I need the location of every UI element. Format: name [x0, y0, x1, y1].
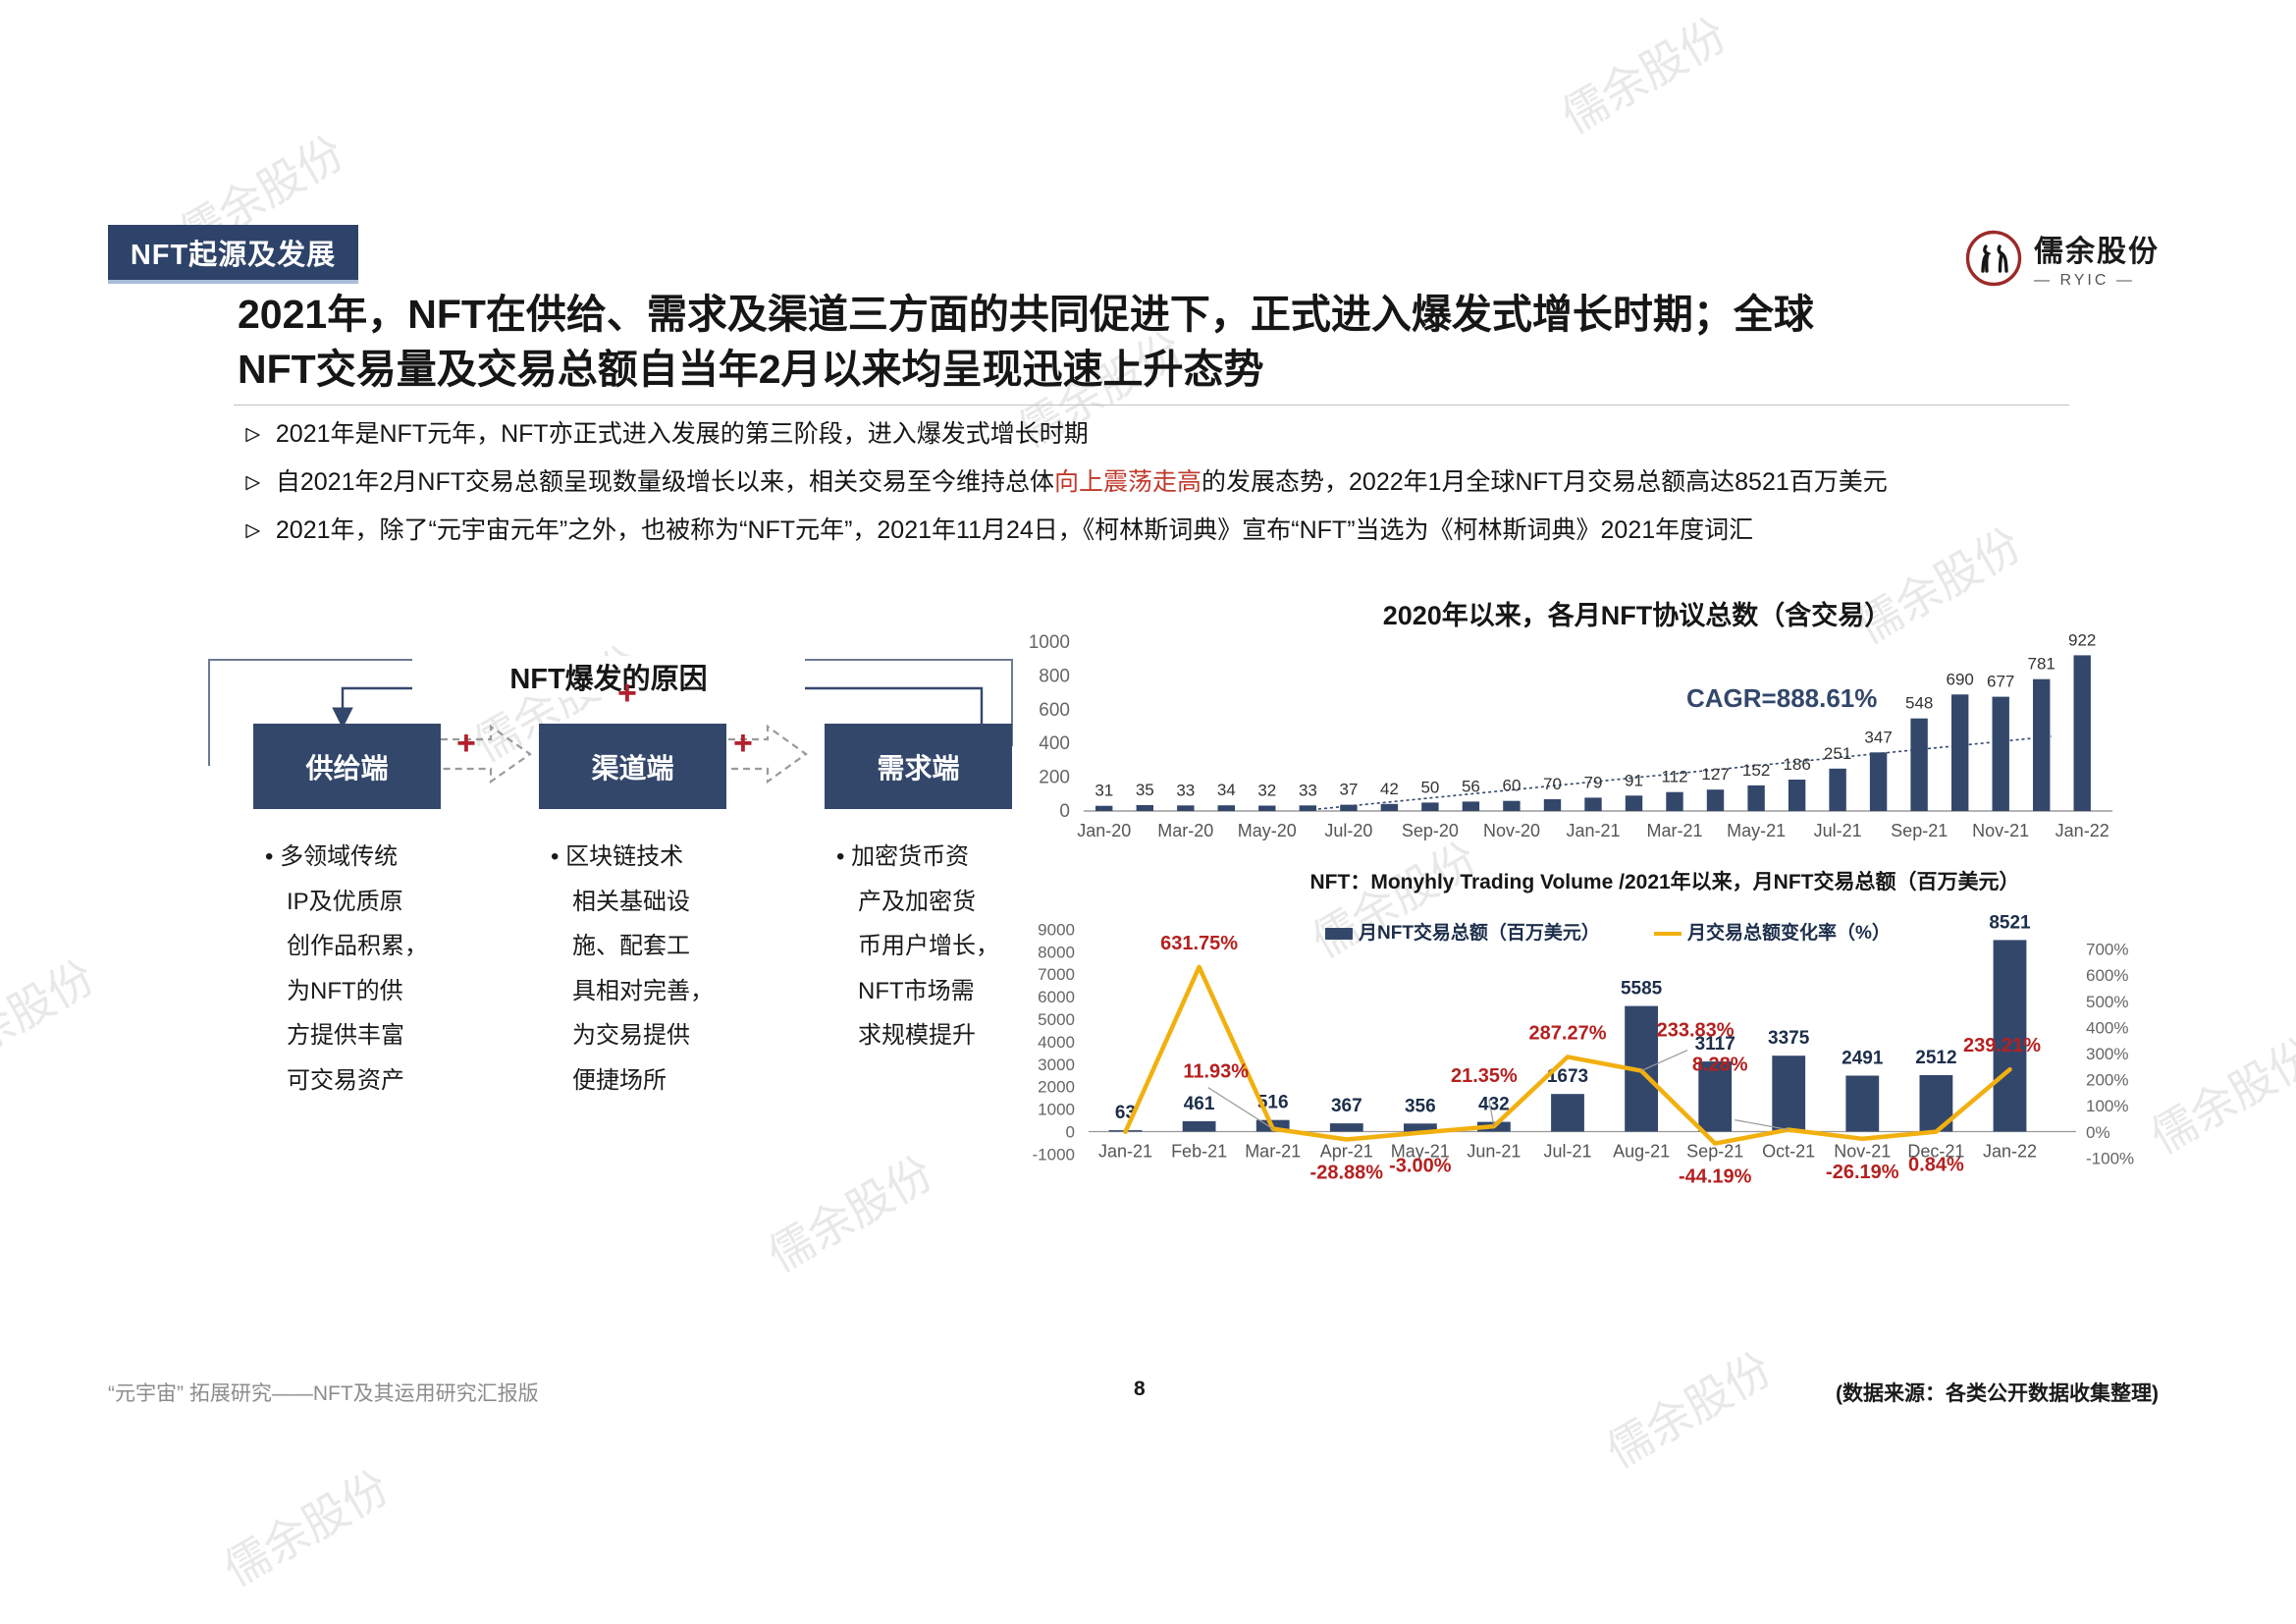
svg-text:400: 400 [1039, 733, 1070, 754]
svg-text:432: 432 [1478, 1095, 1510, 1115]
svg-text:781: 781 [2028, 655, 2056, 674]
svg-text:600%: 600% [2086, 966, 2128, 985]
svg-text:251: 251 [1824, 744, 1851, 763]
svg-text:35: 35 [1136, 781, 1154, 799]
svg-text:200%: 200% [2086, 1071, 2128, 1090]
svg-text:8.28%: 8.28% [1692, 1055, 1748, 1076]
svg-text:8000: 8000 [1038, 943, 1075, 961]
svg-text:300%: 300% [2086, 1045, 2128, 1063]
svg-text:5000: 5000 [1038, 1010, 1075, 1029]
svg-text:112: 112 [1661, 768, 1687, 786]
svg-text:50: 50 [1420, 778, 1439, 796]
svg-text:May-21: May-21 [1727, 821, 1786, 840]
svg-text:0: 0 [1059, 801, 1070, 822]
svg-text:2491: 2491 [1842, 1049, 1884, 1069]
svg-text:200: 200 [1039, 768, 1070, 788]
svg-text:79: 79 [1584, 773, 1603, 791]
svg-text:Jun-21: Jun-21 [1467, 1142, 1521, 1162]
svg-text:186: 186 [1783, 755, 1810, 774]
svg-text:Sep-20: Sep-20 [1402, 821, 1459, 840]
svg-text:-26.19%: -26.19% [1826, 1162, 1899, 1183]
svg-text:37: 37 [1339, 781, 1358, 799]
svg-text:Nov-20: Nov-20 [1483, 821, 1540, 840]
svg-text:60: 60 [1503, 777, 1522, 795]
svg-text:33: 33 [1299, 781, 1317, 799]
svg-text:-3.00%: -3.00% [1389, 1156, 1452, 1177]
svg-text:11.93%: 11.93% [1183, 1061, 1249, 1083]
svg-text:548: 548 [1905, 694, 1933, 713]
svg-text:1000: 1000 [1038, 1101, 1075, 1119]
svg-text:600: 600 [1039, 700, 1070, 721]
svg-text:6000: 6000 [1038, 988, 1075, 1006]
svg-text:56: 56 [1462, 777, 1480, 795]
svg-text:4000: 4000 [1038, 1033, 1075, 1052]
svg-text:91: 91 [1625, 771, 1643, 789]
svg-text:Jan-20: Jan-20 [1077, 821, 1131, 840]
svg-text:Jan-22: Jan-22 [2056, 821, 2109, 840]
svg-text:2512: 2512 [1915, 1048, 1956, 1068]
svg-text:800: 800 [1039, 666, 1070, 686]
svg-text:Jul-21: Jul-21 [1814, 821, 1862, 840]
svg-text:-1000: -1000 [1033, 1145, 1075, 1164]
svg-text:677: 677 [1987, 673, 2014, 691]
svg-text:631.75%: 631.75% [1160, 933, 1238, 954]
svg-text:21.35%: 21.35% [1451, 1065, 1518, 1087]
svg-text:347: 347 [1864, 728, 1892, 746]
svg-text:Jan-21: Jan-21 [1566, 821, 1620, 840]
svg-text:3375: 3375 [1768, 1028, 1810, 1049]
svg-text:Mar-21: Mar-21 [1245, 1142, 1301, 1162]
svg-text:33: 33 [1176, 781, 1195, 799]
svg-text:500%: 500% [2086, 993, 2128, 1011]
svg-text:1000: 1000 [1029, 632, 1070, 653]
svg-text:5585: 5585 [1621, 979, 1663, 1000]
svg-text:700%: 700% [2086, 941, 2128, 959]
svg-text:Mar-21: Mar-21 [1646, 821, 1702, 840]
svg-text:0: 0 [1066, 1123, 1075, 1142]
svg-text:Apr-21: Apr-21 [1320, 1142, 1373, 1162]
svg-text:100%: 100% [2086, 1097, 2128, 1115]
svg-text:690: 690 [1947, 670, 1974, 688]
svg-text:8521: 8521 [1989, 912, 2031, 933]
svg-text:2000: 2000 [1038, 1078, 1075, 1097]
svg-text:9000: 9000 [1038, 920, 1075, 939]
svg-text:-28.88%: -28.88% [1310, 1163, 1384, 1184]
svg-text:34: 34 [1217, 781, 1236, 799]
svg-text:400%: 400% [2086, 1018, 2128, 1037]
svg-text:CAGR=888.61%: CAGR=888.61% [1686, 683, 1877, 713]
svg-text:3000: 3000 [1038, 1056, 1075, 1074]
svg-text:-100%: -100% [2086, 1149, 2134, 1167]
svg-text:May-20: May-20 [1238, 821, 1297, 840]
svg-text:287.27%: 287.27% [1529, 1022, 1607, 1044]
svg-text:239.21%: 239.21% [1963, 1035, 2041, 1056]
svg-text:Mar-20: Mar-20 [1157, 821, 1213, 840]
svg-text:922: 922 [2068, 630, 2096, 649]
svg-text:0%: 0% [2086, 1123, 2110, 1142]
svg-text:Sep-21: Sep-21 [1891, 821, 1948, 840]
svg-text:-44.19%: -44.19% [1679, 1166, 1752, 1188]
svg-text:233.83%: 233.83% [1657, 1020, 1735, 1042]
svg-text:7000: 7000 [1038, 965, 1075, 984]
svg-text:Jan-22: Jan-22 [1983, 1142, 2037, 1162]
svg-text:Nov-21: Nov-21 [1972, 821, 2029, 840]
svg-text:Nov-21: Nov-21 [1834, 1142, 1891, 1162]
svg-text:42: 42 [1380, 780, 1399, 798]
svg-text:70: 70 [1543, 775, 1562, 793]
svg-text:367: 367 [1331, 1096, 1362, 1116]
svg-text:461: 461 [1184, 1094, 1215, 1114]
svg-text:127: 127 [1701, 765, 1729, 784]
svg-text:0.84%: 0.84% [1908, 1155, 1964, 1176]
svg-text:32: 32 [1257, 782, 1276, 800]
svg-text:Jan-21: Jan-21 [1098, 1142, 1152, 1162]
svg-text:31: 31 [1095, 782, 1113, 800]
svg-text:Aug-21: Aug-21 [1613, 1142, 1670, 1162]
svg-text:Feb-21: Feb-21 [1171, 1142, 1227, 1162]
svg-text:152: 152 [1742, 761, 1770, 780]
svg-text:Jul-21: Jul-21 [1543, 1142, 1591, 1162]
svg-text:Jul-20: Jul-20 [1324, 821, 1372, 840]
svg-text:356: 356 [1405, 1096, 1436, 1116]
svg-text:Oct-21: Oct-21 [1762, 1142, 1815, 1162]
